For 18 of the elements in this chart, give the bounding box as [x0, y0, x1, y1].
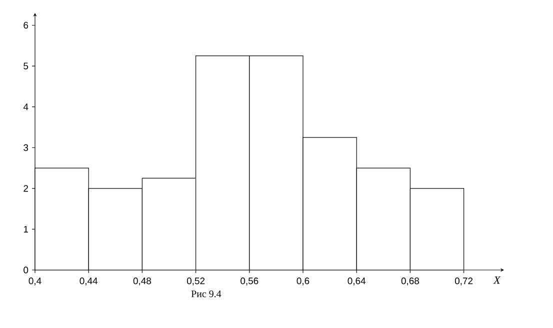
- x-tick-label: 0,6: [296, 278, 310, 286]
- x-tick-label: 0,72: [454, 278, 473, 286]
- x-tick-label: 0,48: [133, 278, 152, 286]
- y-tick-label: 1: [24, 226, 28, 232]
- x-tick-label: 0,64: [348, 278, 366, 286]
- x-tick-label: 0,44: [80, 278, 98, 286]
- y-tick-label: 6: [24, 22, 28, 29]
- x-tick-label: 0,52: [186, 278, 205, 286]
- x-tick-label: 0,56: [240, 278, 258, 286]
- y-tick-label: 3: [24, 144, 28, 151]
- y-tick-label: 2: [24, 185, 28, 192]
- y-tick-label: 5: [24, 62, 28, 70]
- text: Рис 9.4: [191, 290, 222, 298]
- x-tick-label: 0,68: [401, 278, 420, 286]
- y-tick-label: 0: [24, 266, 28, 274]
- y-tick-label: 4: [23, 104, 28, 110]
- x-axis-title: X: [493, 276, 501, 284]
- x-tick-label: 0,4: [28, 278, 42, 286]
